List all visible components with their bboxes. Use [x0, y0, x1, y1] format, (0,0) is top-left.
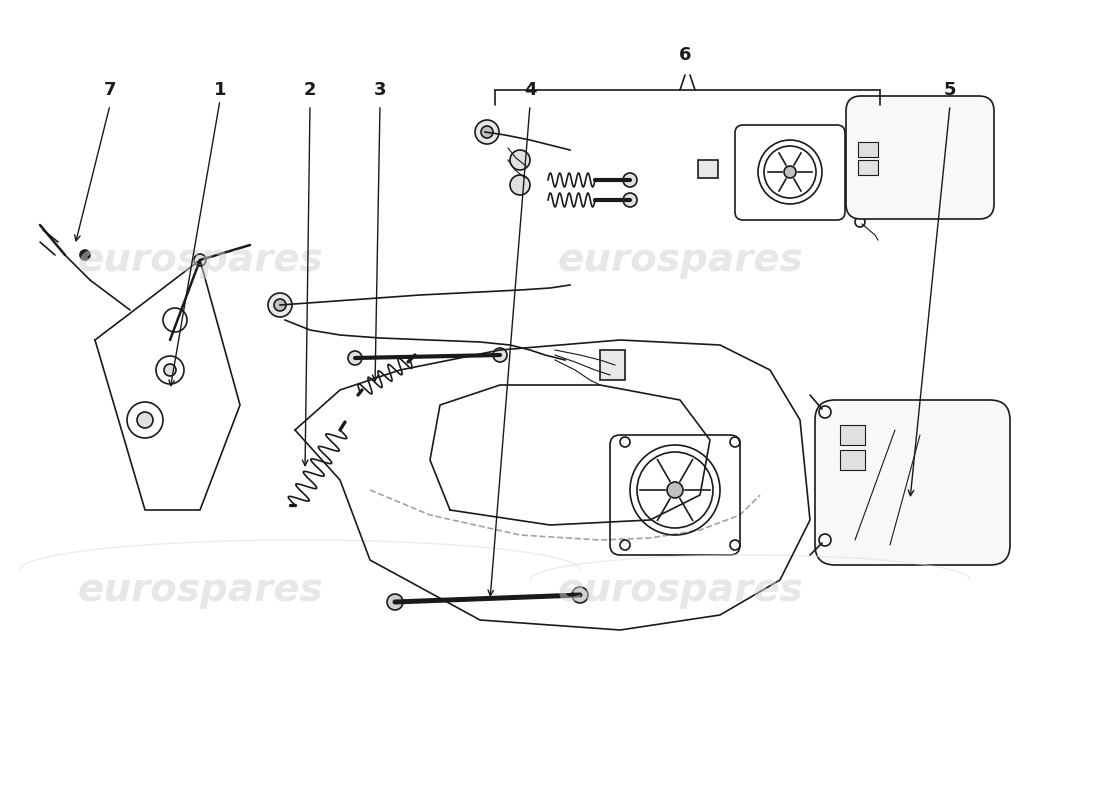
Text: 4: 4 — [524, 81, 537, 99]
Circle shape — [164, 364, 176, 376]
FancyBboxPatch shape — [846, 96, 994, 219]
Text: 5: 5 — [944, 81, 956, 99]
Circle shape — [510, 150, 530, 170]
Circle shape — [348, 351, 362, 365]
Bar — [840, 425, 865, 445]
Circle shape — [510, 175, 530, 195]
Bar — [840, 450, 865, 470]
Bar — [858, 160, 878, 175]
Circle shape — [667, 482, 683, 498]
FancyBboxPatch shape — [815, 400, 1010, 565]
Text: eurospares: eurospares — [557, 571, 803, 609]
Circle shape — [268, 293, 292, 317]
Bar — [600, 350, 625, 380]
Text: eurospares: eurospares — [557, 241, 803, 279]
Circle shape — [493, 348, 507, 362]
Circle shape — [138, 412, 153, 428]
Circle shape — [784, 166, 796, 178]
Circle shape — [80, 250, 90, 260]
Bar — [698, 160, 718, 178]
Circle shape — [274, 299, 286, 311]
Circle shape — [481, 126, 493, 138]
Circle shape — [387, 594, 403, 610]
Text: eurospares: eurospares — [77, 241, 323, 279]
Circle shape — [623, 173, 637, 187]
Circle shape — [572, 587, 588, 603]
Circle shape — [475, 120, 499, 144]
Text: 2: 2 — [304, 81, 317, 99]
Bar — [858, 142, 878, 157]
Text: eurospares: eurospares — [77, 571, 323, 609]
Circle shape — [623, 193, 637, 207]
Circle shape — [194, 254, 206, 266]
Text: 7: 7 — [103, 81, 117, 99]
Text: 6: 6 — [679, 46, 691, 64]
Text: 3: 3 — [374, 81, 386, 99]
Text: 1: 1 — [213, 81, 227, 99]
